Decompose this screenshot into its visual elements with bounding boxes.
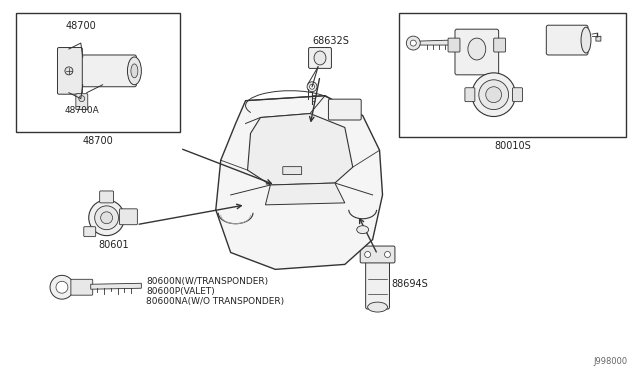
Circle shape [100,212,113,224]
FancyBboxPatch shape [365,257,390,309]
Text: 80010S: 80010S [494,141,531,151]
Text: 80600P(VALET): 80600P(VALET) [147,287,215,296]
Text: 48700: 48700 [83,137,113,146]
Polygon shape [266,183,345,205]
Ellipse shape [581,27,591,53]
Circle shape [479,80,509,110]
FancyBboxPatch shape [513,88,522,102]
FancyBboxPatch shape [455,29,499,75]
Ellipse shape [127,57,141,85]
Polygon shape [91,283,141,289]
Circle shape [365,251,371,257]
FancyBboxPatch shape [547,25,588,55]
Circle shape [50,275,74,299]
FancyBboxPatch shape [448,38,460,52]
Circle shape [472,73,516,116]
Circle shape [406,36,420,50]
Circle shape [95,206,118,230]
Polygon shape [419,40,451,45]
Circle shape [65,67,73,75]
FancyBboxPatch shape [328,99,361,120]
Circle shape [89,200,124,235]
Text: J998000: J998000 [593,357,628,366]
Circle shape [385,251,390,257]
Text: 68632S: 68632S [312,36,349,46]
Polygon shape [596,36,601,41]
FancyBboxPatch shape [360,246,395,263]
Circle shape [56,281,68,293]
Circle shape [486,87,502,103]
Ellipse shape [131,64,138,78]
Polygon shape [248,113,353,185]
Text: 80600N(W/TRANSPONDER): 80600N(W/TRANSPONDER) [147,277,268,286]
Ellipse shape [468,38,486,60]
Ellipse shape [367,302,387,312]
Bar [399,13,626,137]
Circle shape [310,84,314,89]
Text: 48700A: 48700A [65,106,100,115]
Polygon shape [216,96,383,269]
Text: 80601: 80601 [99,240,129,250]
Circle shape [410,40,416,46]
FancyBboxPatch shape [84,227,96,237]
Text: 88694S: 88694S [392,279,428,289]
FancyBboxPatch shape [100,191,113,203]
Ellipse shape [314,51,326,65]
FancyBboxPatch shape [465,88,475,102]
FancyBboxPatch shape [81,55,136,87]
Text: 48700: 48700 [65,21,96,31]
Ellipse shape [356,226,369,234]
Text: 80600NA(W/O TRANSPONDER): 80600NA(W/O TRANSPONDER) [147,297,284,306]
FancyBboxPatch shape [71,279,93,295]
FancyBboxPatch shape [76,94,88,110]
Circle shape [79,96,84,102]
FancyBboxPatch shape [308,48,332,68]
FancyBboxPatch shape [120,209,138,225]
FancyBboxPatch shape [58,48,83,94]
FancyBboxPatch shape [283,167,301,174]
Circle shape [307,82,317,92]
Bar [16,13,180,132]
FancyBboxPatch shape [493,38,506,52]
